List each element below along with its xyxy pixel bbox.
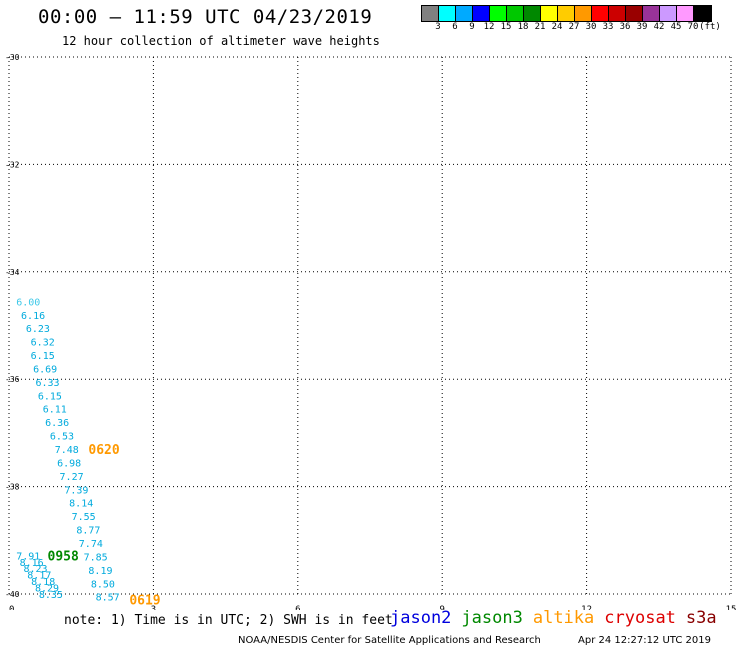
swh-value-label: 6.16 — [21, 311, 45, 322]
color-scale-label: 6 — [452, 22, 458, 32]
swh-value-label: 6.69 — [33, 364, 57, 375]
swh-value-label: 6.36 — [45, 418, 69, 429]
x-tick-label: 6 — [295, 605, 300, 610]
color-swatch — [490, 6, 507, 21]
color-swatch — [609, 6, 626, 21]
swh-value-label: 8.14 — [69, 499, 93, 510]
satellite-legend-jason3: jason3 — [461, 608, 523, 628]
color-scale-label: (ft) — [699, 22, 721, 32]
color-scale-legend — [421, 5, 712, 22]
swh-value-label: 8.35 — [39, 590, 63, 601]
swh-value-label: 6.33 — [35, 378, 59, 389]
color-scale-label: 3 — [435, 22, 441, 32]
swh-value-label: 8.19 — [88, 566, 112, 577]
y-tick-label: -30 — [5, 53, 20, 62]
x-tick-label: 3 — [151, 605, 156, 610]
color-scale-label: 45 — [670, 22, 682, 32]
swh-value-label: 8.17 — [27, 571, 51, 582]
swh-value-label: 7.85 — [84, 552, 108, 563]
color-scale-label: 33 — [602, 22, 614, 32]
swh-value-label: 7.27 — [60, 472, 84, 483]
swh-value-label: 6.53 — [50, 432, 74, 443]
color-scale-label: 36 — [619, 22, 631, 32]
color-scale-label: 21 — [534, 22, 546, 32]
color-swatch — [422, 6, 439, 21]
pass-time-label: 0619 — [129, 593, 160, 608]
y-tick-label: -34 — [5, 268, 20, 277]
swh-value-label: 6.15 — [38, 391, 62, 402]
y-tick-label: -32 — [5, 160, 20, 169]
swh-value-label: 8.18 — [31, 577, 55, 588]
satellite-legend-cryosat: cryosat — [604, 608, 676, 628]
color-scale-label: 9 — [469, 22, 475, 32]
color-swatch — [439, 6, 456, 21]
satellite-legend-jason2: jason2 — [390, 608, 452, 628]
color-scale-label: 18 — [517, 22, 529, 32]
color-scale-label: 15 — [500, 22, 512, 32]
swh-value-label: 8.29 — [35, 584, 59, 595]
color-scale-label: 30 — [585, 22, 597, 32]
color-scale-label: 39 — [636, 22, 648, 32]
credit-line: NOAA/NESDIS Center for Satellite Applica… — [238, 635, 541, 646]
swh-value-label: 8.23 — [23, 564, 47, 575]
swh-value-label: 7.55 — [72, 512, 96, 523]
swh-value-label: 8.57 — [96, 593, 120, 604]
color-scale-label: 42 — [653, 22, 665, 32]
x-tick-label: 15 — [726, 605, 737, 610]
color-scale-label: 24 — [551, 22, 563, 32]
color-swatch — [677, 6, 694, 21]
satellite-legend-s3a: s3a — [685, 608, 717, 628]
color-swatch — [507, 6, 524, 21]
swh-value-label: 8.16 — [20, 558, 44, 569]
pass-time-label: 0620 — [88, 443, 119, 458]
swh-value-label: 6.98 — [57, 458, 81, 469]
color-swatch — [473, 6, 490, 21]
swh-value-label: 6.23 — [26, 324, 50, 335]
pass-time-label: 0958 — [48, 549, 79, 564]
swh-value-label: 8.77 — [76, 526, 100, 537]
satellite-legend-altika: altika — [532, 608, 595, 628]
x-tick-label: 9 — [439, 605, 444, 610]
color-swatch — [694, 6, 711, 21]
color-swatch — [660, 6, 677, 21]
swh-value-label: 7.91 — [16, 551, 40, 562]
color-swatch — [626, 6, 643, 21]
swh-value-label: 8.50 — [91, 579, 115, 590]
x-tick-label: 0 — [9, 605, 14, 610]
units-note: note: 1) Time is in UTC; 2) SWH is in fe… — [64, 613, 393, 628]
swh-value-label: 7.48 — [55, 445, 79, 456]
y-tick-label: -38 — [5, 483, 20, 492]
y-tick-label: -36 — [5, 375, 20, 384]
satellite-legend: jason2 jason3 altika cryosat s3a — [390, 608, 727, 628]
color-swatch — [524, 6, 541, 21]
y-tick-label: -40 — [5, 590, 20, 599]
color-swatch — [575, 6, 592, 21]
swh-value-label: 6.32 — [31, 338, 55, 349]
swh-value-label: 6.15 — [31, 351, 55, 362]
color-scale-labels: 3 6 9 12 15 18 21 24 27 30 33 36 39 42 45 70 (ft) — [421, 22, 740, 34]
generation-timestamp: Apr 24 12:27:12 UTC 2019 — [578, 635, 711, 646]
map-title: 00:00 — 11:59 UTC 04/23/2019 — [38, 6, 373, 28]
swh-value-label: 6.00 — [16, 297, 40, 308]
color-scale-label: 70 — [687, 22, 699, 32]
x-tick-label: 12 — [581, 605, 592, 610]
wave-height-map: 0 3 6 9 12 15 -30 -32 -34 -36 -38 -40 6.00 6.16 6.23 6.… — [5, 53, 737, 610]
swh-value-label: 7.74 — [79, 539, 103, 550]
color-scale-label: 12 — [483, 22, 495, 32]
swh-value-label: 6.11 — [43, 405, 67, 416]
color-swatch — [643, 6, 660, 21]
map-subtitle: 12 hour collection of altimeter wave hei… — [62, 34, 380, 48]
color-swatch — [541, 6, 558, 21]
color-swatch — [558, 6, 575, 21]
color-scale-label: 27 — [568, 22, 580, 32]
swh-value-label: 7.39 — [64, 485, 88, 496]
color-swatch — [456, 6, 473, 21]
color-swatch — [592, 6, 609, 21]
